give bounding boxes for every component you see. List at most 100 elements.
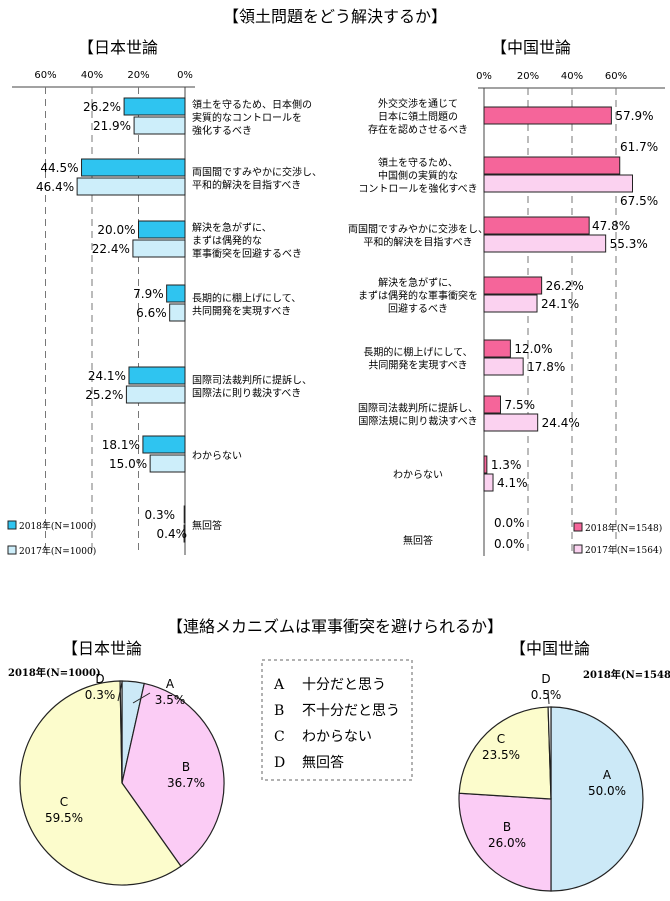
pie-legend-key: D <box>274 755 285 771</box>
jp-tick-label: 60% <box>34 70 56 81</box>
cn-bar-2018 <box>483 339 511 358</box>
jp-pie-slice-key: A <box>166 677 175 691</box>
jp-bar-value-label: 24.1% <box>88 369 126 383</box>
jp-bar-value-label: 21.9% <box>93 119 131 133</box>
jp-bar-value-label: 25.2% <box>85 388 123 402</box>
pie-legend-label: わからない <box>302 729 372 745</box>
cn-bar-categories: 外交交渉を通じて日本に領土問題の存在を認めさせるべき領土を守るため、中国側の実質… <box>348 97 488 547</box>
cn-bar-2017 <box>483 413 539 432</box>
jp-pie-slice-value: 3.5% <box>155 693 186 707</box>
cn-tick-label: 20% <box>517 71 539 82</box>
pie-legend-key: A <box>273 677 285 693</box>
cn-pie-slice-value: 26.0% <box>488 836 526 850</box>
cn-bar-2018 <box>483 156 621 175</box>
cn-pie-slice-key: B <box>503 820 511 834</box>
jp-bar-value-label: 0.4% <box>157 527 188 541</box>
jp-category-label: 領土を守るため、日本側の実質的なコントロールを強化するべき <box>192 98 312 137</box>
jp-bar-value-label: 20.0% <box>97 223 135 237</box>
jp-bar-2017 <box>132 239 186 258</box>
jp-pie-sample: 2018年(N=1000) <box>8 666 101 679</box>
cn-legend-swatch-2018 <box>573 522 583 532</box>
jp-category-label: 解決を急がずに、まずは偶発的な軍事衝突を回避するべき <box>192 221 302 260</box>
jp-bar-2017 <box>183 524 186 543</box>
jp-pie-leader-d <box>117 681 123 702</box>
jp-bar-value-label: 46.4% <box>36 180 74 194</box>
jp-bar-2017 <box>133 116 186 135</box>
cn-bar-heading: 【中国世論 <box>491 38 571 57</box>
pie-legend-key: C <box>274 729 285 745</box>
cn-bar-value-label: 47.8% <box>592 219 630 233</box>
jp-category-label: 無回答 <box>192 519 222 532</box>
cn-pie-slice-value: 23.5% <box>482 748 520 762</box>
jp-bar-2017 <box>169 303 186 322</box>
cn-pie-leader-d <box>547 689 550 705</box>
cn-bar-2018 <box>483 455 488 474</box>
cn-bar-value-label: 57.9% <box>615 109 653 123</box>
jp-bar-heading: 【日本世論 <box>78 38 158 57</box>
jp-bar-2018 <box>166 284 186 303</box>
cn-bar-value-label: 0.0% <box>494 537 525 551</box>
cn-legend-swatch-2017 <box>573 544 583 554</box>
jp-legend-2017: 2017年(N=1000) <box>19 545 96 557</box>
cn-category-label: 国際司法裁判所に提訴し、国際法規に則り裁決すべき <box>358 402 478 428</box>
jp-bar-value-label: 22.4% <box>92 242 130 256</box>
cn-pie-sample: 2018年(N=1548) <box>583 668 670 681</box>
jp-bar-2018 <box>138 220 186 239</box>
jp-pie-slice-b <box>121 682 225 868</box>
cn-bar-2017 <box>483 473 494 492</box>
cn-category-label: わからない <box>393 469 443 481</box>
cn-bar-value-label: 12.0% <box>514 342 552 356</box>
cn-bar-chart: 0% 20% 40% 60% 57.9% 61.7% 47.8% 26.2% 12.0% 7.5… <box>348 71 665 556</box>
cn-category-label: 両国間ですみやかに交渉をし、平和的解決を目指すべき <box>348 223 488 249</box>
jp-bar-2017 <box>76 177 186 196</box>
bottom-title: 【連絡メカニズムは軍事衝突を避けられるか】 <box>167 617 503 636</box>
cn-legend-2017: 2017年(N=1564) <box>585 544 662 556</box>
jp-bar-value-label: 0.3% <box>145 508 176 522</box>
cn-pie-slice-d <box>547 706 552 800</box>
jp-bar-value-label: 26.2% <box>83 100 121 114</box>
pie-legend-key: B <box>274 703 284 719</box>
cn-bar-value-label: 61.7% <box>620 140 658 154</box>
jp-pie-slice-value: 36.7% <box>167 776 205 790</box>
cn-bar-2018 <box>483 106 612 125</box>
cn-pie-slice-key: C <box>497 732 505 746</box>
jp-pie-slice-value: 0.3% <box>85 688 116 702</box>
cn-bar-value-label: 24.1% <box>541 297 579 311</box>
jp-bar-2018 <box>142 435 186 454</box>
jp-bar-value-label: 7.9% <box>133 287 164 301</box>
cn-pie-slice-key: A <box>603 768 612 782</box>
jp-category-label: わからない <box>192 450 242 462</box>
jp-category-label: 両国間ですみやかに交渉し、平和的解決を目指すべき <box>192 166 322 192</box>
jp-tick-label: 40% <box>81 70 103 81</box>
cn-category-label: 長期的に棚上げにして、共同開発を実現すべき <box>363 346 472 372</box>
jp-pie-slice-d <box>119 680 123 784</box>
cn-bar-value-label: 26.2% <box>546 279 584 293</box>
jp-bar-value-label: 18.1% <box>102 438 140 452</box>
cn-bar-2018 <box>483 395 501 414</box>
cn-pie-heading: 【中国世論 <box>510 639 590 658</box>
cn-category-label: 領土を守るため、中国側の実質的なコントロールを強化すべき <box>358 156 477 195</box>
cn-tick-label: 60% <box>605 71 627 82</box>
jp-bar-ticks: 60% 40% 20% 0% <box>34 70 193 555</box>
pie-legend-box <box>261 659 413 781</box>
cn-pie-slice-c <box>458 706 552 800</box>
jp-pie-slice-key: B <box>182 760 190 774</box>
cn-bar-value-label: 0.0% <box>494 516 525 530</box>
cn-category-label: 外交交渉を通じて日本に領土問題の存在を認めさせるべき <box>368 97 468 136</box>
cn-pie-chart: A 50.0% B 26.0% C 23.5% D 0.5% <box>458 672 644 892</box>
cn-bar-value-label: 67.5% <box>620 194 658 208</box>
cn-bar-2018 <box>483 276 543 295</box>
cn-pie-slice-value: 0.5% <box>531 688 562 702</box>
jp-bar-marks: 26.2% 44.5% 20.0% 7.9% 24.1% 18.1% 0.3% 21.9% 46… <box>36 97 188 543</box>
jp-pie-heading: 【日本世論 <box>62 639 142 658</box>
jp-pie-chart: A 3.5% B 36.7% C 59.5% D 0.3% <box>19 672 225 886</box>
cn-pie-slice-b <box>458 792 552 892</box>
jp-pie-slice-key: C <box>60 795 68 809</box>
cn-bar-2017 <box>483 174 633 193</box>
jp-pie-slice-value: 59.5% <box>45 811 83 825</box>
jp-pie-leader-a <box>132 692 151 704</box>
jp-bar-value-label: 44.5% <box>40 161 78 175</box>
jp-bar-2018 <box>81 158 186 177</box>
jp-tick-label: 0% <box>177 70 193 81</box>
